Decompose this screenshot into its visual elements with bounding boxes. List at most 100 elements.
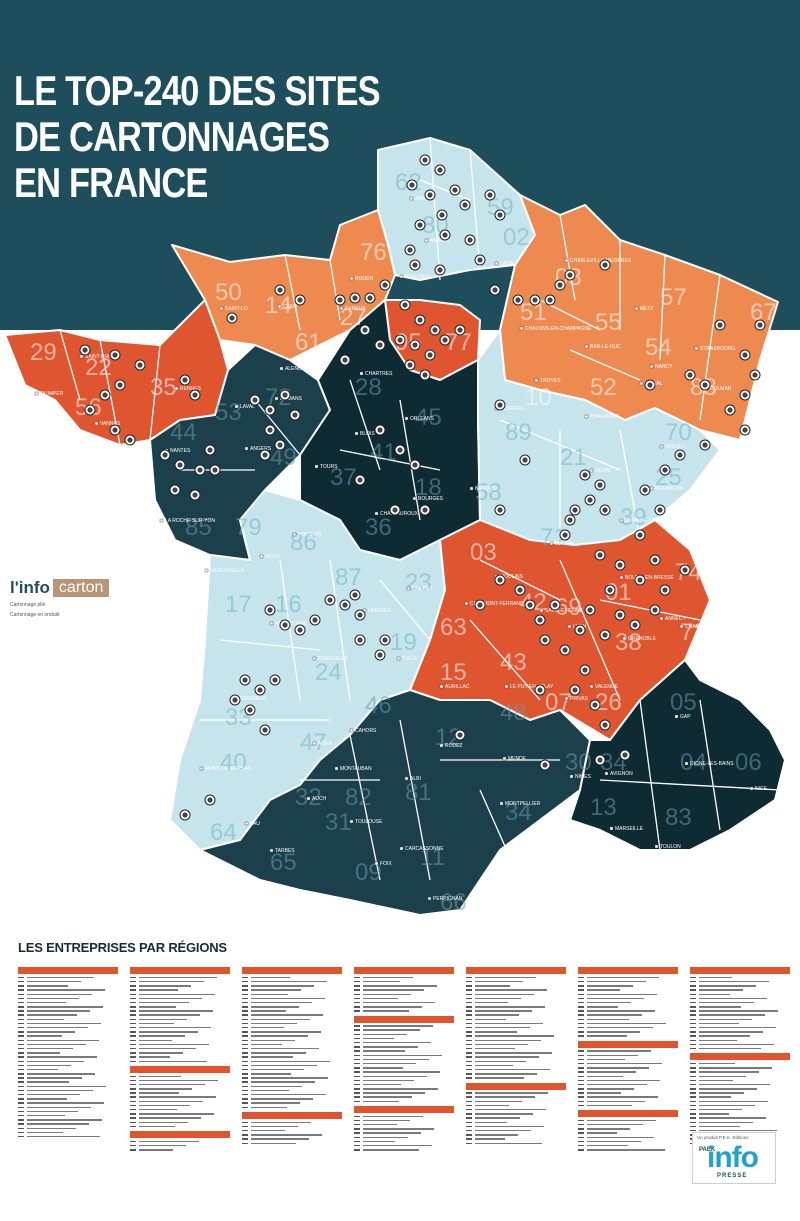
company-entry [466, 1125, 566, 1128]
badge-info: info [707, 1141, 759, 1174]
company-entry [690, 1092, 790, 1095]
prefecture-marker [619, 575, 624, 580]
city-label: PERPIGNAN [433, 896, 463, 902]
cartonnage-site-icon [289, 409, 301, 421]
company-entry [578, 1104, 678, 1107]
cartonnage-site-icon [294, 294, 306, 306]
city-label: GAP [680, 714, 691, 720]
cartonnage-site-icon [724, 404, 736, 416]
company-entry [690, 993, 790, 996]
department-number: 15 [440, 659, 467, 686]
region-header [242, 967, 342, 974]
company-entry [690, 980, 790, 983]
company-entry [354, 1140, 454, 1143]
cartonnage-site-icon [259, 449, 271, 461]
company-entry [690, 1121, 790, 1124]
city-label: CHARLEVILLE-MEZIERES [570, 258, 632, 264]
company-entry [242, 1068, 342, 1071]
cartonnage-site-icon [339, 354, 351, 366]
department-number: 21 [560, 444, 587, 471]
paek-info-presse-badge: Un produit P.E.K. Éditions PAEK info PRE… [692, 1132, 776, 1184]
cartonnage-site-icon [554, 279, 566, 291]
list-column [354, 964, 454, 1153]
department-border [279, 559, 301, 701]
company-entry [578, 1018, 678, 1021]
company-entry [18, 1123, 118, 1126]
company-entry [18, 1047, 118, 1050]
city-label: RENNES [180, 386, 202, 392]
company-entry [18, 980, 118, 983]
company-entry [690, 1087, 790, 1090]
company-entry [354, 1132, 454, 1135]
cartonnage-site-icon [404, 359, 416, 371]
company-entry [578, 1148, 678, 1151]
cartonnage-site-icon [699, 439, 711, 451]
company-entry [242, 1138, 342, 1141]
company-entry [578, 1010, 678, 1013]
company-entry [466, 997, 566, 1000]
logo-brand-right: carton [52, 579, 110, 597]
prefecture-marker [399, 274, 404, 279]
company-entry [242, 1026, 342, 1029]
company-entry [466, 1051, 566, 1054]
prefecture-marker [269, 848, 274, 853]
department-number: 57 [660, 284, 687, 311]
company-entry [242, 1018, 342, 1021]
department-border [379, 579, 431, 641]
prefecture-marker [622, 636, 627, 641]
company-entry [466, 1108, 566, 1111]
cartonnage-site-icon [374, 649, 386, 661]
prefecture-marker [274, 396, 279, 401]
cartonnage-site-icon [564, 514, 576, 526]
company-entry [690, 1030, 790, 1033]
prefecture-marker [619, 518, 624, 523]
prefecture-marker [159, 518, 164, 523]
company-entry [466, 1142, 566, 1145]
company-entry [130, 1112, 230, 1115]
company-entry [130, 1092, 230, 1095]
prefecture-marker [634, 306, 639, 311]
cartonnage-site-icon [349, 589, 361, 601]
company-entry [690, 1066, 790, 1069]
company-entry [130, 1001, 230, 1004]
company-entry [690, 1062, 790, 1065]
city-label: CHARTRES [365, 371, 393, 377]
prefecture-marker [654, 844, 659, 849]
city-label: CHATEAUROUX [380, 511, 419, 517]
cartonnage-site-icon [79, 344, 91, 356]
department-number: 18 [415, 474, 442, 501]
company-entry [578, 976, 678, 979]
company-entry [130, 997, 230, 1000]
company-entry [690, 1104, 790, 1107]
cartonnage-site-icon [494, 504, 506, 516]
department-number: 10 [525, 384, 552, 411]
company-entry [690, 1125, 790, 1128]
cartonnage-site-icon [754, 319, 766, 331]
department-number: 03 [470, 539, 497, 566]
department-border [639, 699, 661, 851]
company-entry [354, 980, 454, 983]
cartonnage-site-icon [274, 284, 286, 296]
company-entry [130, 976, 230, 979]
company-entry [354, 1029, 454, 1032]
company-entry [242, 989, 342, 992]
city-label: SAINT-BRIEUC [85, 354, 120, 360]
cartonnage-site-icon [379, 279, 391, 291]
city-label: CAEN [283, 304, 297, 310]
department-borders-layer [59, 137, 781, 881]
department-number: 23 [405, 569, 432, 596]
city-label: TULLE [402, 656, 418, 662]
city-label: STRASBOURG [700, 346, 735, 352]
company-entry [242, 1097, 342, 1100]
company-entry [466, 1064, 566, 1067]
company-entry [690, 1083, 790, 1086]
company-entry [354, 1144, 454, 1147]
department-number: 28 [355, 374, 382, 401]
city-label: METZ [640, 306, 654, 312]
company-entry [690, 1117, 790, 1120]
cartonnage-site-icon [584, 604, 596, 616]
list-column [690, 964, 790, 1146]
city-label: QUIMPER [40, 391, 64, 397]
company-entry [690, 1043, 790, 1046]
company-entry [130, 1121, 230, 1124]
